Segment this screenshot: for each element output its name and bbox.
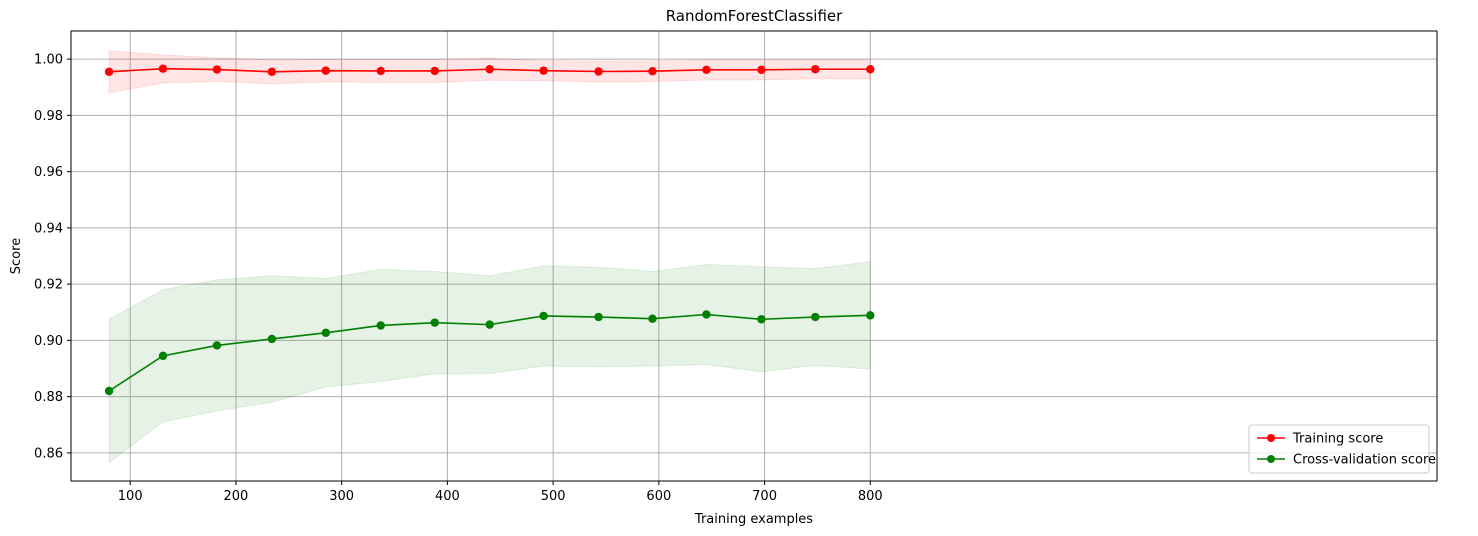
y-tick-label: 0.98 xyxy=(34,109,63,124)
legend-training-marker-icon xyxy=(1267,434,1275,442)
legend-training-label: Training score xyxy=(1292,432,1383,447)
grid-layer xyxy=(71,31,1437,481)
band-series-1 xyxy=(108,261,871,464)
x-tick-label: 500 xyxy=(541,489,566,504)
data-point-series-0 xyxy=(866,65,875,74)
y-tick-label: 0.92 xyxy=(34,278,63,293)
chart-title: RandomForestClassifier xyxy=(666,7,843,25)
data-point-series-0 xyxy=(485,65,494,74)
data-point-series-1 xyxy=(104,386,114,396)
data-point-series-0 xyxy=(430,66,439,76)
x-tick-label: 100 xyxy=(118,489,143,504)
data-point-series-0 xyxy=(104,67,114,76)
plot-frame xyxy=(70,30,1438,482)
data-point-series-0 xyxy=(648,67,657,76)
x-tick-label: 700 xyxy=(752,489,777,504)
data-point-series-1 xyxy=(702,310,711,319)
y-tick-label: 0.86 xyxy=(34,446,63,461)
data-point-series-0 xyxy=(376,66,385,76)
data-point-series-1 xyxy=(866,311,875,320)
x-tick-label: 800 xyxy=(858,489,883,504)
legend-cv-label: Cross-validation score xyxy=(1293,453,1436,468)
data-point-series-0 xyxy=(267,67,277,76)
legend-cv-marker-icon xyxy=(1267,455,1275,463)
y-tick-label: 0.88 xyxy=(34,390,63,405)
x-tick-label: 300 xyxy=(329,489,354,504)
data-point-series-0 xyxy=(594,67,603,76)
data-point-series-1 xyxy=(321,328,331,337)
data-point-series-1 xyxy=(811,312,820,322)
x-tick-label: 600 xyxy=(646,489,671,504)
legend: Training score Cross-validation score xyxy=(1248,424,1436,474)
data-point-series-0 xyxy=(757,65,766,75)
y-tick-label: 0.90 xyxy=(34,334,63,349)
axis-ticks: 100 200 300 400 500 600 700 800 0.86 0.88 0.90 0.92… xyxy=(34,53,883,504)
x-tick-label: 200 xyxy=(224,489,249,504)
data-point-series-0 xyxy=(702,65,711,75)
data-point-series-0 xyxy=(539,66,548,75)
data-point-series-1 xyxy=(430,318,439,327)
data-point-series-1 xyxy=(212,341,222,350)
confidence-bands xyxy=(108,50,871,464)
data-point-series-1 xyxy=(158,351,168,361)
data-point-series-0 xyxy=(212,65,222,74)
x-tick-label: 400 xyxy=(435,489,460,504)
data-point-series-1 xyxy=(485,320,494,329)
y-axis-label: Score xyxy=(9,238,24,274)
y-tick-label: 0.94 xyxy=(34,221,63,236)
data-point-series-1 xyxy=(539,311,548,321)
y-tick-label: 1.00 xyxy=(34,53,63,68)
legend-box xyxy=(1248,424,1430,474)
data-point-series-1 xyxy=(267,334,277,344)
data-point-series-1 xyxy=(594,312,603,322)
data-point-series-0 xyxy=(158,64,168,73)
series-markers xyxy=(104,64,875,396)
x-axis-label: Training examples xyxy=(694,512,813,527)
data-point-series-1 xyxy=(376,321,385,330)
y-tick-label: 0.96 xyxy=(34,165,63,180)
data-point-series-1 xyxy=(757,315,766,324)
data-point-series-0 xyxy=(811,65,820,74)
data-point-series-0 xyxy=(321,66,331,75)
data-point-series-1 xyxy=(648,314,657,323)
